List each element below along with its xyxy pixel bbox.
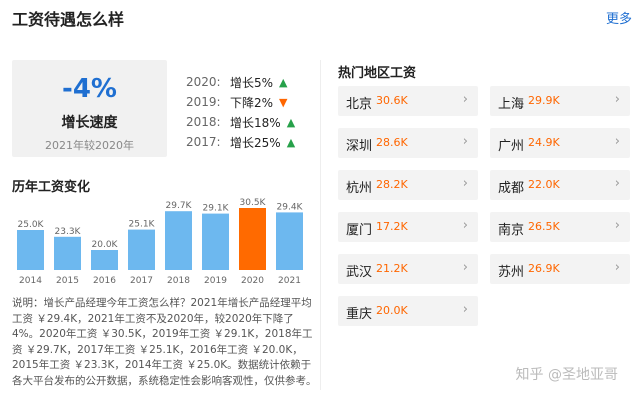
city-salary: 22.0K [528,178,560,191]
bar-value-label: 29.1K [203,204,230,214]
x-tick-label: 2019 [204,276,227,286]
city-salary: 26.9K [528,262,560,275]
page-title: 工资待遇怎么样 [12,10,125,29]
growth-speed-value: -4% [62,74,117,104]
x-tick-label: 2020 [241,276,264,286]
arrow-down-icon: ▼ [279,95,288,109]
bar-value-label: 30.5K [240,198,267,208]
city-name: 重庆 [346,307,373,322]
city-card-beijing[interactable]: 北京 30.6K › [338,86,478,116]
bar-2019 [202,213,229,270]
city-name: 深圳 [346,139,373,154]
salary-history-title: 历年工资变化 [12,180,91,195]
city-card-guangzhou[interactable]: 广州 24.9K › [490,128,630,158]
growth-year: 2020: [186,75,221,89]
x-tick-label: 2015 [56,276,79,286]
city-card-chengdu[interactable]: 成都 22.0K › [490,170,630,200]
growth-year: 2018: [186,115,221,129]
growth-text: 增长18% [230,115,281,130]
growth-speed-card: -4% 增长速度 2021年较2020年 [12,60,167,157]
growth-row: 2019: 下降2% ▼ [186,92,295,112]
bar-2018 [165,211,192,270]
city-name: 苏州 [498,265,525,280]
city-name: 武汉 [346,265,373,280]
description-note: 说明：增长产品经理今年工资怎么样？2021年增长产品经理平均工资 ￥29.4K，… [12,297,317,387]
city-card-suzhou[interactable]: 苏州 26.9K › [490,254,630,284]
arrow-up-icon: ▲ [286,135,296,149]
chevron-right-icon: › [462,260,468,275]
city-name: 厦门 [346,223,373,238]
bar-value-label: 25.0K [18,220,45,230]
growth-text: 增长5% [230,75,274,90]
bar-value-label: 23.3K [55,227,82,237]
column-divider [320,60,321,390]
chevron-right-icon: › [462,302,468,317]
city-salary: 30.6K [376,94,408,107]
growth-row: 2020: 增长5% ▲ [186,72,295,92]
salary-history-chart: 25.0K 2014 23.3K 2015 20.0K 2016 25.1K 2017 29.7… [17,198,304,286]
chevron-right-icon: › [614,218,620,233]
hot-regions-title: 热门地区工资 [338,66,417,81]
chevron-right-icon: › [462,134,468,149]
city-salary: 20.0K [376,304,408,317]
growth-text: 增长25% [230,135,281,150]
city-name: 上海 [498,97,525,112]
chevron-right-icon: › [462,218,468,233]
city-name: 成都 [498,181,525,196]
arrow-up-icon: ▲ [286,115,296,129]
yearly-growth-list: 2020: 增长5% ▲ 2019: 下降2% ▼ 2018: 增长18% ▲ … [186,72,295,152]
x-tick-label: 2016 [93,276,116,286]
city-card-chongqing[interactable]: 重庆 20.0K › [338,296,478,326]
city-name: 广州 [498,139,525,154]
city-salary: 26.5K [528,220,560,233]
chevron-right-icon: › [614,134,620,149]
growth-text: 下降2% [230,95,274,110]
city-salary: 28.6K [376,136,408,149]
growth-year: 2019: [186,95,221,109]
growth-speed-comparison: 2021年较2020年 [45,139,134,152]
bar-2021 [276,212,303,270]
growth-year: 2017: [186,135,221,149]
city-card-hangzhou[interactable]: 杭州 28.2K › [338,170,478,200]
city-salary: 29.9K [528,94,560,107]
chevron-right-icon: › [462,176,468,191]
bar-2017 [128,229,155,270]
city-salary: 24.9K [528,136,560,149]
watermark: 知乎 @圣地亚哥 [515,367,618,383]
chevron-right-icon: › [614,260,620,275]
bar-value-label: 25.1K [129,220,156,230]
bar-value-label: 20.0K [92,240,119,250]
city-name: 南京 [498,223,525,238]
x-tick-label: 2014 [19,276,42,286]
city-salary: 17.2K [376,220,408,233]
x-tick-label: 2018 [167,276,190,286]
more-link[interactable]: 更多 [605,12,632,27]
bar-2020 [239,208,266,270]
bar-2016 [91,250,118,270]
city-name: 杭州 [346,181,373,196]
city-card-shenzhen[interactable]: 深圳 28.6K › [338,128,478,158]
bar-2015 [54,236,81,270]
city-card-shanghai[interactable]: 上海 29.9K › [490,86,630,116]
bar-value-label: 29.7K [166,201,193,211]
growth-row: 2018: 增长18% ▲ [186,112,295,132]
growth-row: 2017: 增长25% ▲ [186,132,295,152]
city-name: 北京 [346,97,373,112]
city-salary: 28.2K [376,178,408,191]
chevron-right-icon: › [462,92,468,107]
growth-speed-label: 增长速度 [61,115,118,131]
chevron-right-icon: › [614,176,620,191]
city-salary: 21.2K [376,262,408,275]
city-card-xiamen[interactable]: 厦门 17.2K › [338,212,478,242]
arrow-up-icon: ▲ [279,75,288,89]
x-tick-label: 2021 [278,276,301,286]
chevron-right-icon: › [614,92,620,107]
city-card-wuhan[interactable]: 武汉 21.2K › [338,254,478,284]
city-card-nanjing[interactable]: 南京 26.5K › [490,212,630,242]
x-tick-label: 2017 [130,276,153,286]
bar-2014 [17,230,44,270]
bar-value-label: 29.4K [277,202,304,212]
